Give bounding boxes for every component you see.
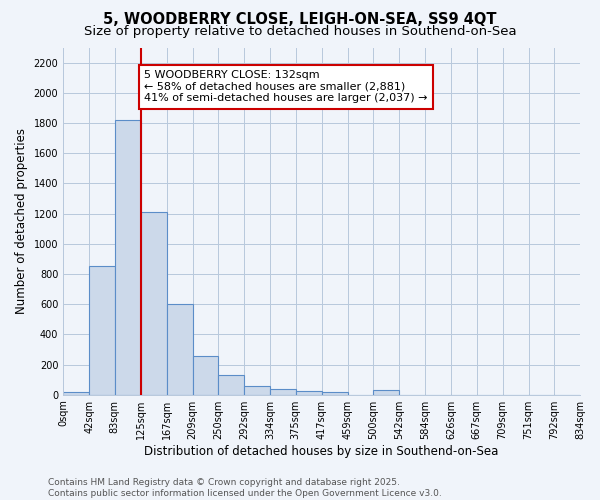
Text: 5, WOODBERRY CLOSE, LEIGH-ON-SEA, SS9 4QT: 5, WOODBERRY CLOSE, LEIGH-ON-SEA, SS9 4Q… (103, 12, 497, 28)
Text: 5 WOODBERRY CLOSE: 132sqm
← 58% of detached houses are smaller (2,881)
41% of se: 5 WOODBERRY CLOSE: 132sqm ← 58% of detac… (145, 70, 428, 103)
Bar (218, 375, 244, 394)
Bar (296, 391, 322, 394)
Y-axis label: Number of detached properties: Number of detached properties (15, 128, 28, 314)
Bar (167, 304, 193, 394)
Bar (115, 120, 140, 394)
Text: Size of property relative to detached houses in Southend-on-Sea: Size of property relative to detached ho… (83, 25, 517, 38)
Bar (140, 212, 167, 394)
Bar (373, 390, 399, 394)
Bar (322, 392, 347, 394)
Bar (63, 392, 89, 394)
Bar (193, 356, 218, 395)
Text: Contains HM Land Registry data © Crown copyright and database right 2025.
Contai: Contains HM Land Registry data © Crown c… (48, 478, 442, 498)
Bar (244, 386, 270, 394)
Bar (89, 266, 115, 394)
Bar (270, 388, 296, 394)
X-axis label: Distribution of detached houses by size in Southend-on-Sea: Distribution of detached houses by size … (145, 444, 499, 458)
